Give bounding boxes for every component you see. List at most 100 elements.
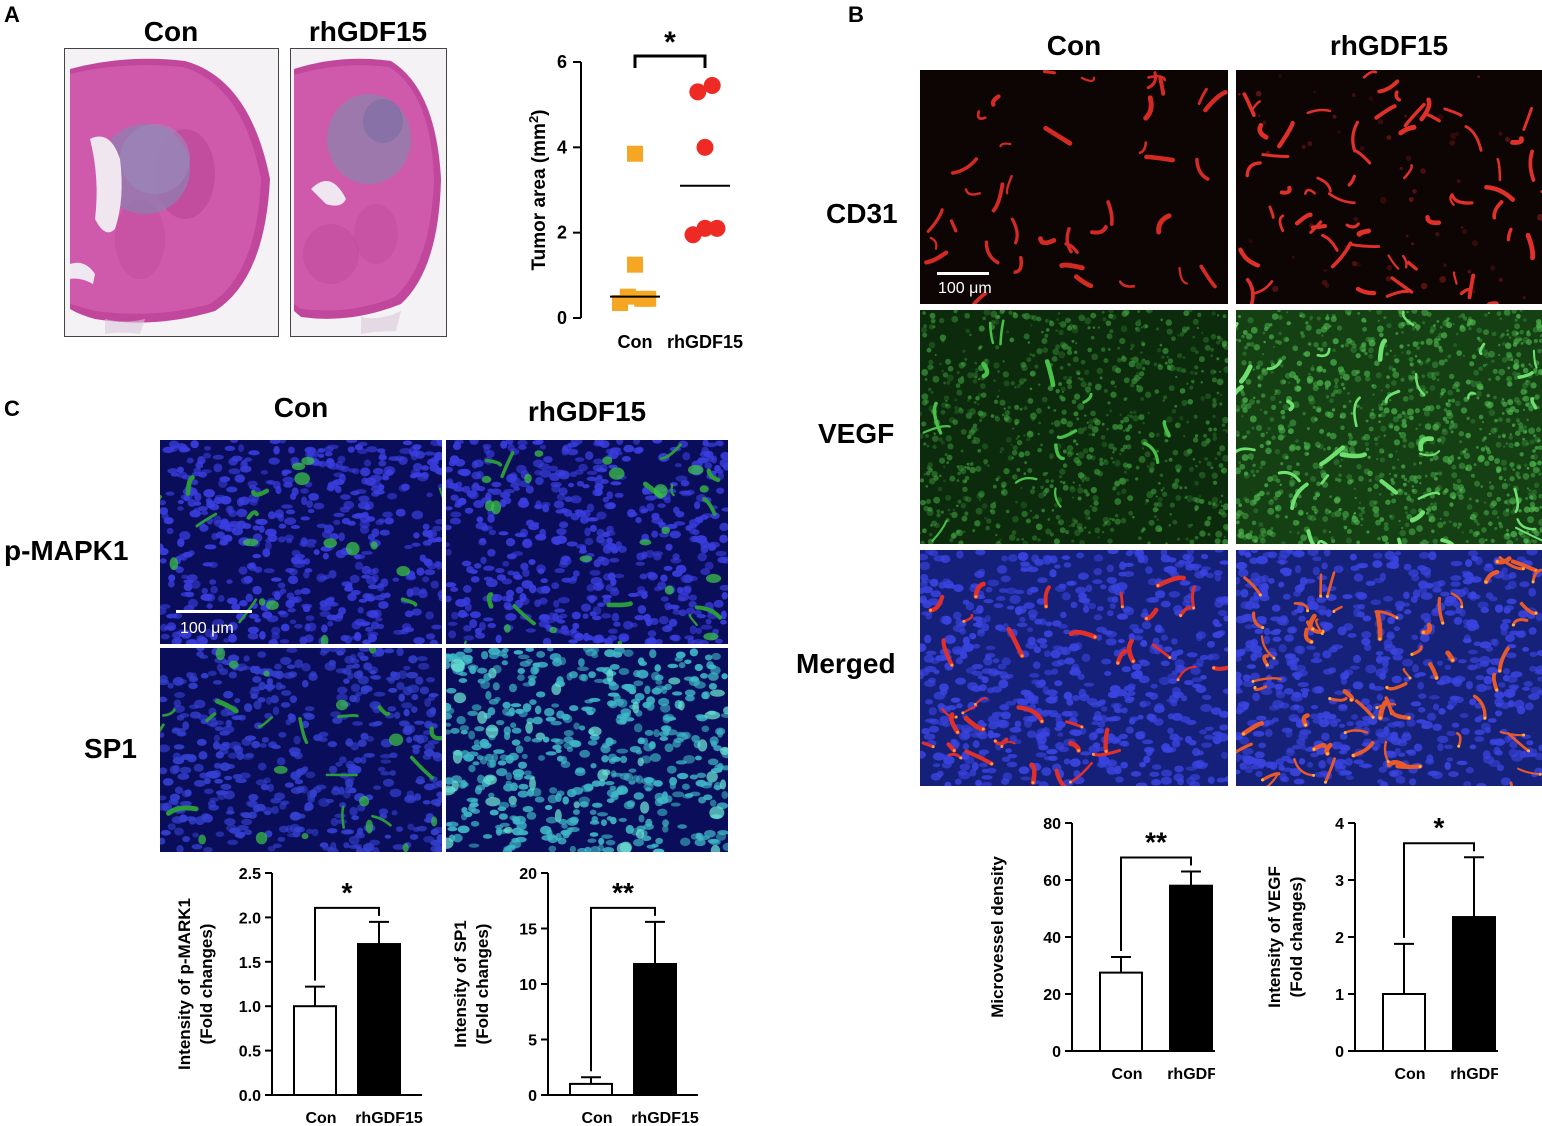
panel-c-rh-title: rhGDF15 [527,396,647,427]
panel-b-rh-title: rhGDF15 [1329,30,1449,61]
panel-a-con-title: Con [143,16,199,47]
y-tick-label: 10 [519,977,537,994]
row-label-p-mapk1: p-MAPK1 [4,535,129,566]
scale-bar-label-c: 100 μm [180,620,234,637]
he-brain-section-con [64,48,279,337]
micrograph-texture [920,550,1228,786]
significance-star: * [1434,812,1445,843]
y-tick-label: 0.5 [239,1044,261,1061]
significance-bracket [314,906,380,981]
bar-rhgdf15 [633,963,677,1096]
p-mapk1-image-rhgdf15 [446,440,728,644]
y-tick-label: 2 [1335,930,1344,947]
y-tick-label: 1 [1335,987,1344,1004]
micrograph-texture [924,70,1228,304]
y-tick-label: 2 [557,223,567,243]
x-category-label: rhGDF15 [1450,1066,1498,1083]
significance-star: * [664,26,676,59]
y-axis-label-2: (Fold changes) [197,924,216,1045]
micrograph-texture [446,440,728,644]
row-label-merged: Merged [796,648,896,679]
rhgdf15-data-point [689,83,707,101]
micrograph-texture [446,648,728,852]
micrograph-texture [1237,70,1542,304]
x-category-label: Con [1111,1066,1142,1083]
significance-star: ** [1145,826,1167,857]
y-tick-label: 60 [1043,873,1061,890]
vegf-intensity-chart: 0 1 2 3 4 Con rhGDF15 * Intensity of VEGF(Fold c… [1265,812,1498,1083]
bar-con [1099,971,1143,1052]
bar-rhgdf15 [1169,884,1213,1052]
y-tick-label: 80 [1043,816,1061,833]
micrograph-texture [1236,550,1542,786]
rhgdf15-data-point [703,76,721,94]
rhgdf15-data-point [708,219,726,237]
significance-bracket [633,54,707,68]
y-tick-label: 1.0 [239,999,261,1016]
sp1-image-rhgdf15 [446,648,728,852]
micrograph-texture [160,648,442,852]
row-label-vegf: VEGF [818,418,895,449]
panel-letter-b: B [848,2,864,27]
y-tick-label: 5 [528,1033,537,1050]
y-tick-label: 0.0 [239,1088,261,1105]
merged-image-con [920,550,1228,786]
scale-bar-label-b: 100 μm [938,280,992,297]
scale-bar-b [937,272,989,275]
panel-letter-a: A [4,2,20,27]
rhgdf15-data-point [696,138,714,156]
p-mapk1-image-con [160,440,442,644]
x-category-label: rhGDF15 [667,332,743,352]
y-tick-label: 6 [557,52,567,72]
y-tick-label: 20 [519,866,537,883]
con-data-point [612,295,628,312]
x-category-label: Con [581,1110,612,1126]
y-axis-label: Intensity of VEGF [1265,866,1284,1008]
y-axis-label: Microvessel density [988,856,1007,1018]
panel-letter-c: C [4,396,20,421]
y-tick-label: 40 [1043,930,1061,947]
con-data-point [627,256,643,273]
y-axis-label: Intensity of SP1 [451,920,470,1048]
significance-bracket [1120,856,1192,951]
tumor-area-chart: 0 2 4 6 Tumor area (mm2) Con rhGDF15 * [526,26,743,352]
he-brain-section-rhgdf15 [290,48,447,337]
bar-rhgdf15 [1452,916,1496,1052]
y-tick-label: 0 [557,308,567,328]
y-tick-label: 4 [1335,816,1344,833]
scale-bar-c [176,610,252,613]
y-tick-label: 1.5 [239,955,261,972]
cd31-image-con [920,70,1228,304]
bar-rhgdf15 [357,943,401,1097]
vegf-image-con [920,310,1228,544]
cd31-image-rhgdf15 [1236,70,1542,304]
sp1-intensity-chart: 0 5 10 15 20 Con rhGDF15 ** Intensity of SP1 (Fol… [451,866,699,1126]
y-axis-label: Tumor area (mm2) [526,109,550,270]
y-tick-label: 4 [557,137,567,157]
x-category-label: Con [1394,1066,1425,1083]
significance-bracket [1403,842,1475,938]
row-label-sp1: SP1 [84,733,137,764]
sp1-image-con [160,648,442,852]
vegf-image-rhgdf15 [1236,310,1542,544]
row-label-cd31: CD31 [826,198,898,229]
p-mapk1-intensity-chart: 0.0 0.5 1.0 1.5 2.0 2.5 Con rhGDF15 * Intensity o… [175,866,423,1126]
y-axis-label-2: (Fold changes) [473,924,492,1045]
bar-con [1382,993,1426,1052]
significance-star: * [342,877,353,908]
micrograph-texture [160,440,442,644]
y-tick-label: 3 [1335,873,1344,890]
y-tick-label: 0 [1335,1044,1344,1061]
y-tick-label: 2.5 [239,866,261,883]
panel-b-con-title: Con [1046,30,1102,61]
microvessel-density-chart: 0 20 40 60 80 Con rhGDF15 ** Microvessel density [988,816,1215,1083]
con-data-point [627,145,643,162]
x-category-label: rhGDF15 [631,1110,699,1126]
significance-star: ** [612,877,634,908]
y-tick-label: 2.0 [239,910,261,927]
x-category-label: rhGDF15 [355,1110,423,1126]
bar-con [569,1082,613,1096]
merged-image-rhgdf15 [1236,550,1542,786]
significance-bracket [590,906,656,1072]
x-category-label: Con [618,332,653,352]
